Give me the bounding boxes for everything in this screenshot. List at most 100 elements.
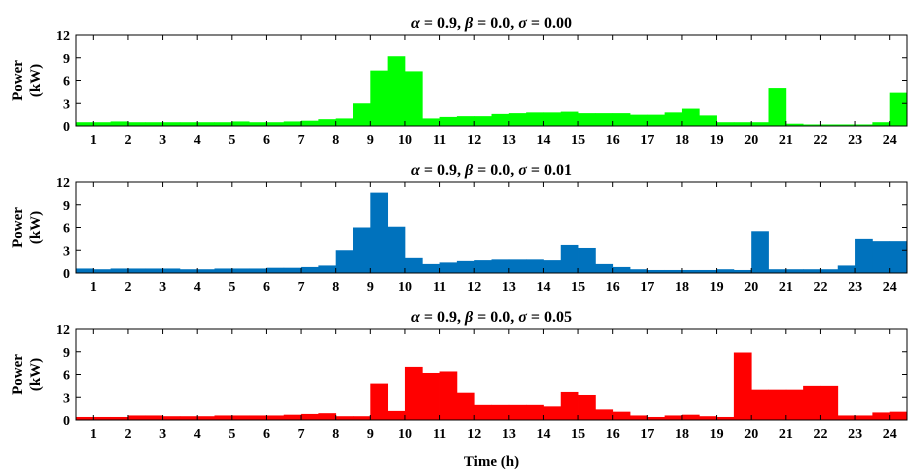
bar — [889, 241, 908, 273]
y-axis-label-line: (kW) — [28, 211, 44, 244]
x-tick-label: 7 — [298, 133, 305, 148]
bar — [820, 385, 839, 421]
x-tick-label: 10 — [398, 280, 412, 295]
x-tick-label: 19 — [710, 280, 724, 295]
x-tick-label: 14 — [536, 427, 550, 442]
title-part: σ — [518, 15, 527, 32]
bar — [699, 115, 717, 126]
x-tick-label: 4 — [194, 133, 201, 148]
x-tick-label: 2 — [124, 427, 131, 442]
x-tick-label: 21 — [779, 133, 793, 148]
bar — [543, 260, 562, 273]
bar — [353, 103, 371, 126]
x-tick-label: 9 — [367, 427, 374, 442]
y-axis-label-line: (kW) — [28, 358, 44, 391]
bar — [283, 414, 302, 420]
bar — [249, 268, 267, 273]
x-tick-label: 18 — [675, 133, 689, 148]
bar — [283, 121, 302, 126]
bar — [733, 122, 752, 126]
y-tick-label: 6 — [63, 222, 70, 237]
x-tick-label: 15 — [571, 427, 585, 442]
x-tick-label: 5 — [228, 427, 235, 442]
bar — [249, 415, 267, 420]
bar — [179, 416, 198, 420]
bar — [803, 124, 821, 126]
bar — [179, 122, 198, 126]
bar — [837, 265, 856, 273]
bar — [214, 268, 233, 273]
bar — [404, 71, 423, 126]
bar — [249, 122, 267, 126]
bar — [456, 260, 475, 273]
x-tick-label: 4 — [194, 427, 201, 442]
x-tick-label: 6 — [263, 280, 270, 295]
bar — [612, 113, 631, 126]
x-tick-label: 7 — [298, 280, 305, 295]
bar — [266, 415, 285, 420]
x-tick-label: 2 — [124, 133, 131, 148]
x-tick-label: 22 — [813, 280, 827, 295]
x-tick-label: 23 — [848, 427, 862, 442]
bar — [681, 414, 700, 420]
x-tick-label: 10 — [398, 427, 412, 442]
bar — [127, 268, 146, 273]
x-tick-label: 17 — [640, 427, 654, 442]
bar — [353, 227, 371, 273]
x-tick-label: 18 — [675, 280, 689, 295]
y-axis-label-line: Power — [10, 354, 26, 395]
x-tick-label: 17 — [640, 133, 654, 148]
bar — [93, 122, 112, 126]
bar — [197, 416, 215, 420]
x-tick-label: 21 — [779, 427, 793, 442]
bar — [855, 415, 873, 420]
bar — [318, 413, 337, 420]
bar — [664, 269, 683, 273]
y-tick-label: 3 — [63, 391, 70, 406]
y-tick-label: 3 — [63, 97, 70, 112]
bar — [751, 122, 769, 126]
bar — [889, 411, 908, 420]
x-tick-label: 14 — [536, 280, 550, 295]
x-tick-label: 12 — [467, 427, 481, 442]
bar — [751, 389, 769, 420]
bar — [214, 122, 233, 126]
bar — [266, 267, 285, 273]
bar — [526, 112, 544, 126]
y-axis-label: Power (kW) — [10, 60, 44, 101]
x-tick-label: 22 — [813, 427, 827, 442]
bar — [578, 113, 596, 126]
bar — [76, 268, 94, 273]
y-axis-label: Power (kW) — [10, 207, 44, 248]
bar — [231, 268, 250, 273]
y-axis-label-line: (kW) — [28, 64, 44, 97]
x-tick-label: 7 — [298, 427, 305, 442]
y-tick-label: 0 — [63, 267, 70, 282]
bar — [370, 70, 389, 126]
title-part: σ — [518, 162, 527, 179]
bar — [404, 366, 423, 420]
x-tick-label: 20 — [744, 133, 758, 148]
bar — [785, 389, 804, 420]
bar — [768, 269, 787, 273]
x-tick-label: 16 — [606, 280, 620, 295]
bar — [162, 122, 181, 126]
bar — [162, 416, 181, 420]
bar — [681, 269, 700, 273]
bar — [491, 259, 510, 273]
bar — [855, 124, 873, 126]
x-tick-label: 11 — [433, 427, 446, 442]
x-axis-label: Time (h) — [464, 454, 519, 470]
bar — [491, 113, 510, 126]
x-tick-label: 11 — [433, 133, 446, 148]
bar — [197, 269, 215, 273]
bar — [560, 391, 579, 420]
bar — [335, 118, 354, 126]
bar — [474, 404, 492, 420]
bar — [76, 122, 94, 126]
bar — [699, 269, 717, 273]
bar — [872, 241, 891, 273]
bar — [612, 266, 631, 273]
